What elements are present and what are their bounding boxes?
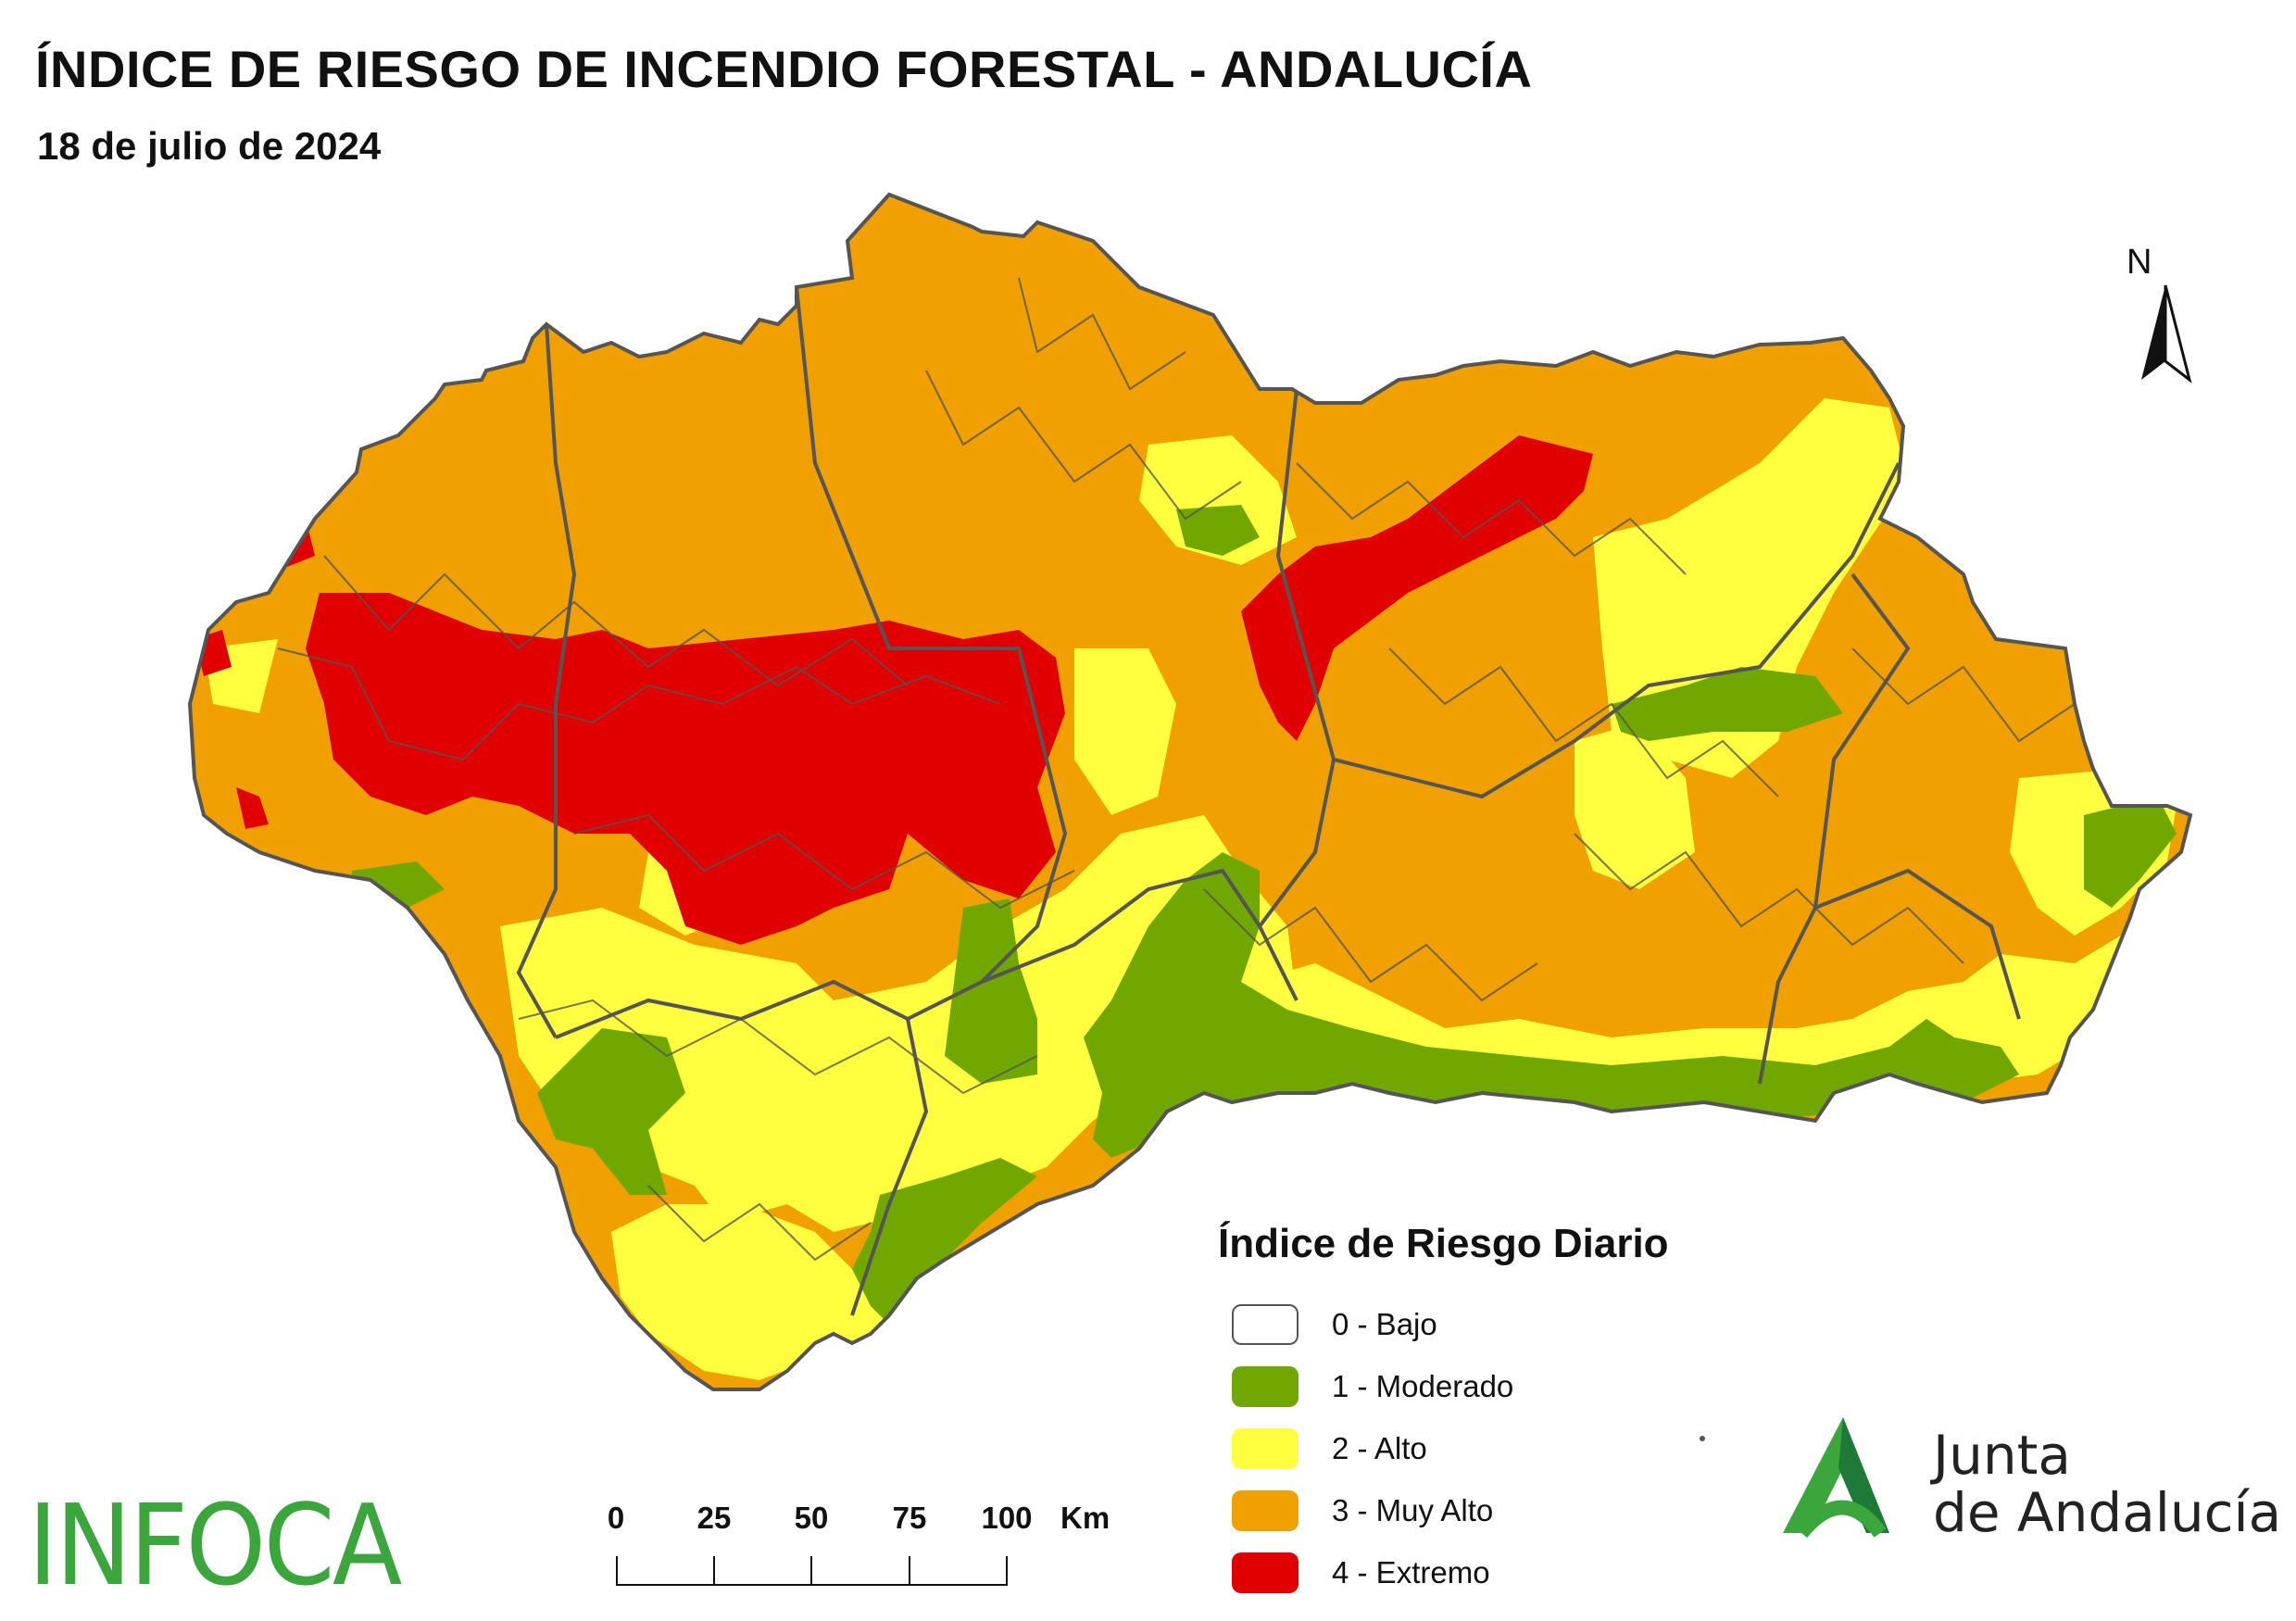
region-moderado-malaga-west xyxy=(945,898,1037,1084)
scale-bar: 0 25 50 75 100 Km xyxy=(608,1501,1209,1602)
legend-label: 2 - Alto xyxy=(1332,1431,1427,1465)
map-date: 18 de julio de 2024 xyxy=(37,124,382,168)
region-moderado-malaga xyxy=(1084,852,2019,1158)
scale-tick xyxy=(909,1556,910,1586)
scale-tick-label: 25 xyxy=(696,1501,732,1535)
province-boundaries xyxy=(516,286,2021,1316)
region-extremo-huelva-seville xyxy=(306,593,1065,945)
municipal-boundaries xyxy=(277,277,2131,1262)
scale-tick-label: 75 xyxy=(892,1501,927,1535)
scale-tick xyxy=(1006,1556,1008,1586)
legend-item-moderado: 1 - Moderado xyxy=(1232,1365,1513,1408)
scale-tick xyxy=(616,1556,618,1586)
region-alto-cadiz-south xyxy=(611,1204,889,1380)
legend-swatch-bajo xyxy=(1232,1304,1299,1345)
legend-item-alto: 2 - Alto xyxy=(1232,1427,1427,1470)
infoca-logo: INFOCA xyxy=(28,1482,402,1611)
region-moderado-granada-north xyxy=(1612,667,1843,741)
junta-logo-line2: de Andalucía xyxy=(1933,1481,2282,1544)
legend-item-muy-alto: 3 - Muy Alto xyxy=(1232,1489,1493,1532)
region-extremo-coast-west2 xyxy=(236,787,269,829)
legend-swatch-moderado xyxy=(1232,1366,1299,1407)
region-moderado-cadiz-south xyxy=(852,1158,1037,1325)
scale-unit: Km xyxy=(1060,1501,1110,1535)
region-alto-cordoba xyxy=(1074,648,1176,815)
scale-tick xyxy=(810,1556,812,1586)
legend-label: 0 - Bajo xyxy=(1332,1307,1437,1341)
junta-logo-text: Junta de Andalucía xyxy=(1933,1426,2281,1541)
region-moderado-almeria xyxy=(2084,797,2177,908)
legend-label: 4 - Extremo xyxy=(1332,1555,1490,1590)
junta-logo-icon xyxy=(1783,1417,1889,1539)
legend-swatch-muy-alto xyxy=(1232,1490,1299,1531)
legend-item-bajo: 0 - Bajo xyxy=(1232,1303,1437,1346)
scale-tick xyxy=(713,1556,715,1586)
legend-swatch-alto xyxy=(1232,1428,1299,1469)
region-alto-granada-centre xyxy=(1575,723,1695,889)
region-alto-cadiz-north xyxy=(500,815,1297,1232)
legend-item-extremo: 4 - Extremo xyxy=(1232,1552,1490,1594)
legend-title: Índice de Riesgo Diario xyxy=(1218,1221,1669,1266)
andalucia-outline xyxy=(187,192,2193,1391)
scale-tick-label: 0 xyxy=(607,1501,625,1535)
region-moderado-jaen xyxy=(1176,505,1260,556)
junta-logo-line1: Junta xyxy=(1933,1424,2071,1487)
scale-tick-label: 100 xyxy=(981,1501,1033,1535)
scale-tick-label: 50 xyxy=(794,1501,829,1535)
map-marker-dot xyxy=(1700,1436,1705,1441)
legend-swatch-extremo xyxy=(1232,1552,1299,1593)
region-alto-jaen-north xyxy=(1139,435,1297,565)
region-moderado-cadiz xyxy=(537,1028,685,1195)
legend-label: 3 - Muy Alto xyxy=(1332,1493,1494,1527)
region-extremo-jaen xyxy=(1241,435,1593,741)
north-arrow-icon xyxy=(2141,284,2192,383)
map-title: ÍNDICE DE RIESGO DE INCENDIO FORESTAL - … xyxy=(35,40,1533,98)
north-label: N xyxy=(2127,243,2152,282)
legend-label: 1 - Moderado xyxy=(1332,1369,1514,1403)
